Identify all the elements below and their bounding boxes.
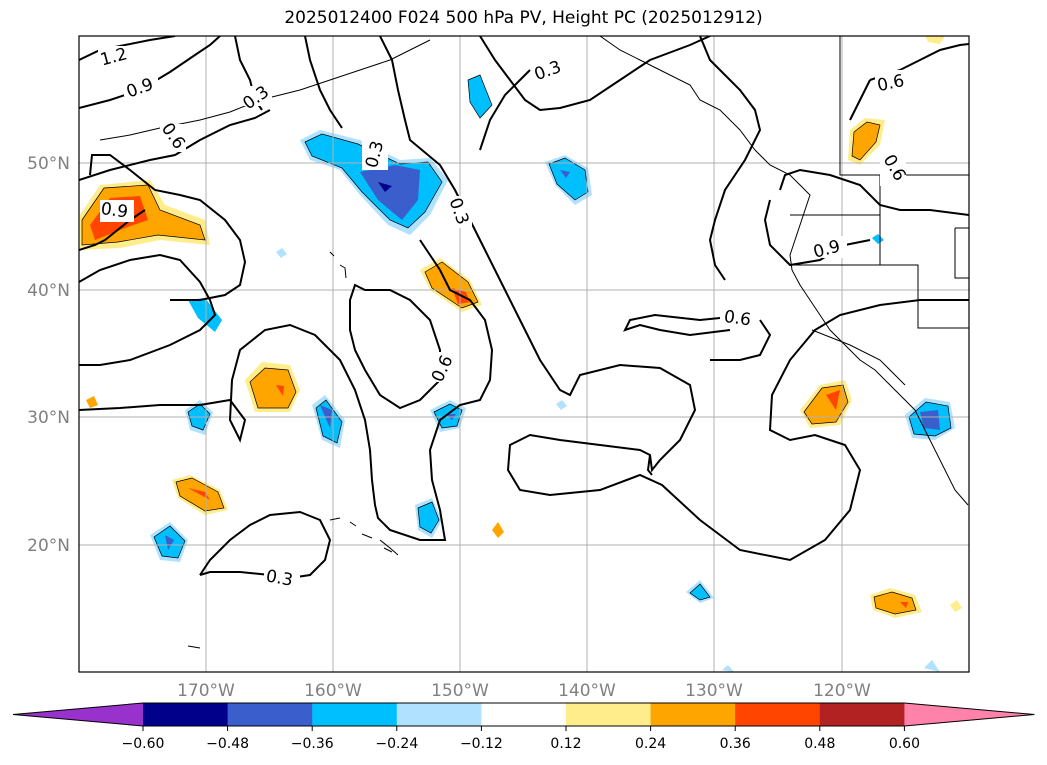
anomaly-edges	[81, 74, 952, 615]
colorbar-tick-label: 0.48	[804, 736, 835, 752]
pv-contours	[79, 36, 969, 580]
lon-label-130w: 130°W	[685, 681, 743, 701]
lon-label-170w: 170°W	[177, 681, 235, 701]
gridlines	[79, 36, 969, 672]
colorbar-ticks: −0.60 −0.48 −0.36 −0.24 −0.12 0.12 0.24 0.36 0.4…	[122, 726, 920, 752]
colorbar-segment	[227, 703, 313, 726]
contour-label: 0.6	[875, 71, 906, 96]
colorbar-tick-label: −0.24	[375, 736, 418, 752]
colorbar-tick-label: −0.60	[122, 736, 165, 752]
colorbar-segment	[819, 703, 905, 726]
chart-title: 2025012400 F024 500 hPa PV, Height PC (2…	[284, 8, 763, 28]
colorbar-segment	[143, 703, 229, 726]
colorbar-segment	[735, 703, 821, 726]
longitude-labels: 170°W 160°W 150°W 140°W 130°W 120°W	[177, 681, 871, 701]
colorbar-tick-label: 0.24	[635, 736, 666, 752]
colorbar-tick-label: −0.48	[206, 736, 249, 752]
lon-label-160w: 160°W	[304, 681, 362, 701]
lat-label-30n: 30°N	[27, 408, 70, 428]
colorbar: −0.60 −0.48 −0.36 −0.24 −0.12 0.12 0.24 0.36 0.4…	[12, 702, 1035, 752]
colorbar-tick-label: −0.12	[460, 736, 503, 752]
colorbar-segment	[396, 703, 482, 726]
colorbar-tick-label: 0.36	[720, 736, 751, 752]
colorbar-tick-label: 0.12	[550, 736, 581, 752]
latitude-labels: 50°N 40°N 30°N 20°N	[27, 154, 70, 556]
colorbar-segment	[650, 703, 736, 726]
lon-label-120w: 120°W	[813, 681, 871, 701]
lat-label-50n: 50°N	[27, 154, 70, 174]
lon-label-140w: 140°W	[558, 681, 616, 701]
colorbar-segment	[481, 703, 567, 726]
colorbar-segment	[312, 703, 398, 726]
lat-label-40n: 40°N	[27, 281, 70, 301]
colorbar-tick-label: −0.36	[291, 736, 334, 752]
negative-anomaly-patches	[150, 75, 955, 672]
coastlines	[99, 36, 969, 649]
colorbar-segments	[12, 702, 1035, 727]
colorbar-tick-label: 0.60	[889, 736, 920, 752]
contour-label: 0.9	[100, 199, 130, 223]
contour-label: 0.6	[723, 307, 753, 331]
colorbar-extend-low	[13, 703, 143, 726]
contour-label: 0.3	[264, 566, 294, 590]
colorbar-extend-high	[904, 703, 1035, 726]
lat-label-20n: 20°N	[27, 536, 70, 556]
lon-label-150w: 150°W	[431, 681, 489, 701]
colorbar-segment	[566, 703, 652, 726]
map-frame	[78, 35, 970, 673]
